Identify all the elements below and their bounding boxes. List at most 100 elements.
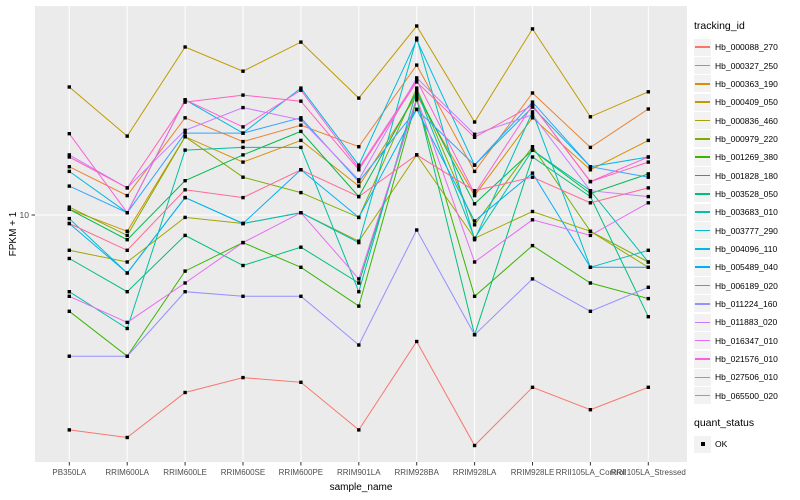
legend-item-label: Hb_065500_020 — [715, 390, 778, 401]
legend-item-Hb_027506_010: Hb_027506_010 — [694, 368, 800, 386]
legend: tracking_id Hb_000088_270 Hb_000327_250 Hb… — [694, 20, 800, 453]
data-point — [530, 91, 535, 95]
data-point — [415, 88, 419, 92]
data-point — [67, 205, 71, 209]
data-point — [299, 86, 303, 90]
x-tick-label: PB350LA — [52, 468, 86, 477]
data-point — [415, 228, 419, 232]
data-point — [472, 333, 477, 337]
data-point — [183, 281, 187, 285]
data-point — [67, 184, 71, 188]
data-point — [646, 155, 650, 159]
data-point — [646, 175, 650, 179]
data-point — [357, 178, 361, 182]
legend-item-label: Hb_004096_110 — [715, 243, 778, 254]
legend-item-Hb_000363_190: Hb_000363_190 — [694, 75, 800, 93]
data-point — [241, 125, 245, 129]
data-point — [415, 86, 419, 90]
data-point — [299, 265, 303, 269]
legend-key-swatch — [694, 313, 711, 331]
data-point — [472, 189, 477, 193]
legend-key-swatch — [694, 130, 711, 148]
x-axis-title: sample_name — [329, 482, 393, 493]
data-point — [357, 215, 361, 220]
data-point — [183, 195, 187, 200]
data-point — [299, 138, 303, 143]
data-point — [299, 245, 303, 249]
x-tick-label: RRII105LA_Control — [556, 468, 626, 477]
data-point — [415, 78, 419, 82]
legend-key-swatch — [694, 295, 711, 313]
data-point — [67, 85, 71, 89]
legend-color-line — [695, 46, 710, 48]
data-point — [183, 179, 187, 183]
data-point — [357, 179, 361, 184]
legend-item-label: Hb_011883_020 — [715, 317, 778, 328]
data-point — [241, 131, 245, 135]
legend-item-Hb_001269_380: Hb_001269_380 — [694, 148, 800, 166]
data-point — [530, 116, 535, 120]
data-point — [530, 100, 535, 104]
x-tick-label: RRIM928LE — [511, 468, 555, 477]
data-point — [472, 223, 477, 227]
legend-key-swatch — [694, 350, 711, 368]
data-point — [183, 45, 187, 49]
data-point — [530, 243, 535, 248]
data-point — [299, 211, 303, 215]
legend-items: Hb_000088_270 Hb_000327_250 Hb_000363_190 H… — [694, 38, 800, 405]
x-tick-label: RRIM600SE — [221, 468, 265, 477]
data-point — [299, 118, 303, 122]
data-point — [357, 96, 361, 100]
legend-item-label: Hb_027506_010 — [715, 372, 778, 383]
data-point — [67, 153, 71, 157]
legend-title-tracking-id: tracking_id — [694, 20, 745, 32]
legend-item-Hb_011883_020: Hb_011883_020 — [694, 313, 800, 331]
data-point — [472, 169, 477, 174]
data-point — [646, 201, 650, 205]
data-point — [299, 88, 303, 92]
data-point — [646, 172, 650, 176]
legend-item-label: Hb_000836_460 — [715, 115, 778, 126]
legend-item-label: Hb_000409_050 — [715, 97, 778, 108]
data-point — [530, 277, 535, 281]
legend-key-swatch — [694, 435, 711, 453]
data-point — [67, 155, 71, 159]
data-point — [530, 110, 535, 114]
data-point — [183, 98, 187, 102]
data-point — [241, 153, 245, 157]
data-point — [241, 105, 245, 110]
data-point — [67, 290, 71, 294]
legend-item-Hb_065500_020: Hb_065500_020 — [694, 387, 800, 405]
data-point — [125, 260, 129, 264]
data-point — [357, 428, 361, 432]
data-point — [125, 248, 129, 252]
data-point — [299, 99, 303, 103]
legend-color-line — [695, 394, 710, 397]
legend-item-Hb_006189_020: Hb_006189_020 — [694, 276, 800, 295]
data-point — [415, 153, 419, 157]
data-point — [125, 238, 129, 242]
data-point — [183, 116, 187, 120]
data-point — [241, 294, 245, 298]
legend-key-swatch — [694, 112, 711, 130]
legend-color-line — [695, 64, 710, 67]
data-point — [299, 145, 303, 150]
legend-key-swatch — [694, 332, 711, 350]
x-tick-label: RRII105LA_Stressed — [611, 468, 686, 477]
data-point — [472, 193, 477, 198]
data-point — [241, 263, 245, 268]
legend-color-line — [695, 321, 710, 324]
legend-item-Hb_003528_050: Hb_003528_050 — [694, 185, 800, 203]
legend-item-Hb_001828_180: Hb_001828_180 — [694, 166, 800, 185]
data-point — [646, 248, 650, 252]
legend-color-line — [695, 376, 710, 379]
data-point — [357, 240, 361, 245]
legend-item-Hb_003683_010: Hb_003683_010 — [694, 203, 800, 221]
data-point — [530, 148, 535, 152]
data-point — [415, 38, 419, 42]
legend-color-line — [695, 248, 710, 250]
data-point — [67, 294, 71, 298]
data-point — [588, 165, 593, 169]
legend-color-line — [695, 193, 710, 195]
data-point — [588, 309, 593, 313]
